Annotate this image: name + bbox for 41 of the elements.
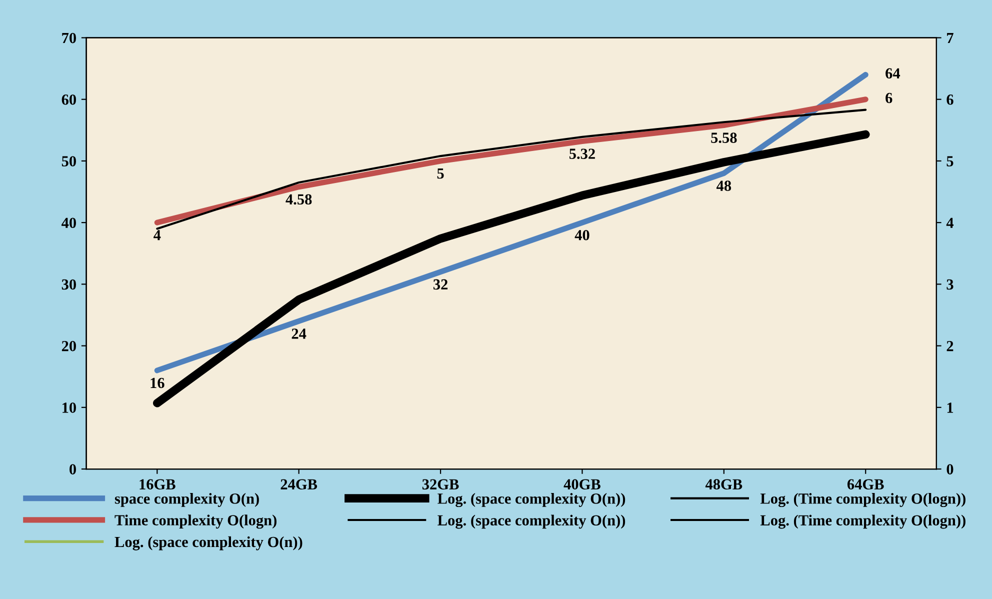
y-tick-label: 30	[62, 279, 76, 290]
legend-label: Log. (space complexity O(n))	[114, 536, 302, 550]
data-label: 32	[433, 279, 448, 290]
data-label: 4.58	[286, 194, 312, 205]
x-tick-label: 48GB	[705, 479, 742, 490]
y-tick-label: 50	[62, 156, 76, 166]
y-tick-label: 20	[62, 340, 76, 352]
y-tick-label: 10	[62, 402, 76, 413]
y-tick-label: 0	[70, 464, 76, 474]
y-tick-label: 40	[62, 218, 76, 228]
x-tick-label: 32GB	[422, 479, 459, 490]
legend-label: Log. (Time complexity O(logn))	[760, 514, 966, 529]
y2-tick-label: 1	[947, 402, 954, 413]
legend-label: Log. (Time complexity O(logn))	[760, 493, 966, 508]
data-label: 5.32	[569, 148, 595, 160]
x-tick-label: 64GB	[847, 479, 884, 490]
y2-tick-label: 5	[946, 156, 954, 166]
y-tick-label: 70	[62, 32, 76, 44]
legend-label: Time complexity O(logn)	[114, 514, 276, 529]
y2-tick-label: 7	[947, 33, 954, 44]
legend-label: Log. (space complexity O(n))	[438, 514, 626, 529]
data-label: 6	[886, 92, 892, 104]
x-tick-label: 16GB	[140, 479, 176, 490]
y-tick-label: 60	[62, 94, 76, 105]
data-label: 40	[574, 230, 590, 240]
data-label: 64	[886, 68, 900, 79]
x-tick-label: 40GB	[564, 479, 600, 490]
data-label: 5	[437, 168, 444, 179]
y2-tick-label: 3	[946, 279, 954, 290]
data-label: 4	[154, 230, 161, 240]
data-label: 5.58	[711, 132, 737, 144]
y2-tick-label: 2	[946, 340, 954, 352]
x-tick-label: 24GB	[280, 479, 318, 490]
y2-tick-label: 4	[946, 218, 954, 228]
legend-label: Log. (space complexity O(n))	[438, 493, 626, 508]
data-label: 24	[292, 328, 306, 339]
y2-tick-label: 0	[946, 464, 954, 474]
legend-label: space complexity O(n)	[114, 493, 259, 507]
data-label: 48	[716, 180, 732, 191]
y2-tick-label: 6	[946, 94, 954, 105]
data-label: 16	[150, 378, 164, 388]
